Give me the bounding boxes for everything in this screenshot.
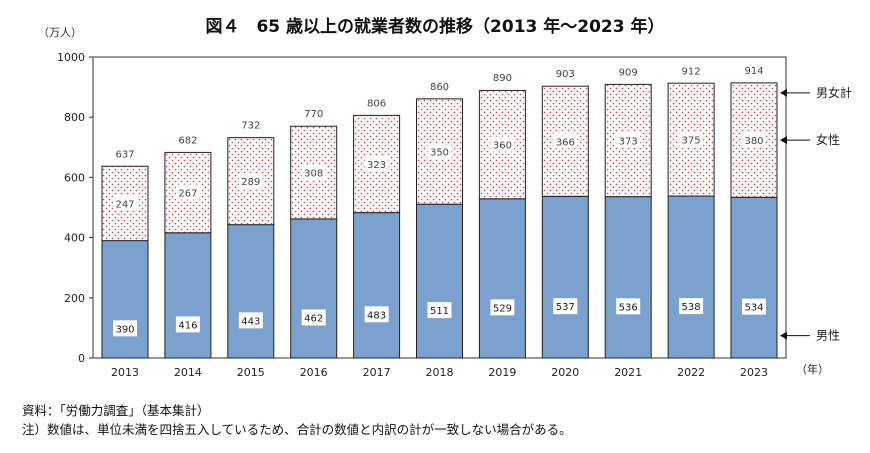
footnote: 注）数値は、単位未満を四捨五入しているため、合計の数値と内訳の計が一致しない場合…	[22, 422, 572, 437]
data-label-total: 903	[556, 69, 575, 80]
data-label-male: 534	[744, 303, 763, 314]
y-axis-unit: （万人）	[38, 26, 82, 39]
bar-male	[667, 195, 715, 359]
x-tick-label: 2020	[551, 366, 579, 379]
label-bg	[238, 173, 263, 189]
data-label-total: 914	[744, 66, 763, 77]
label-bg	[175, 184, 200, 200]
data-label-total: 806	[367, 98, 386, 109]
data-label-male: 462	[304, 313, 323, 324]
label-bg	[742, 132, 766, 148]
data-label-female: 373	[619, 137, 638, 148]
y-tick-label: 800	[64, 111, 85, 124]
label-bg	[616, 298, 641, 315]
data-label-female: 380	[744, 136, 763, 147]
data-label-male: 390	[115, 324, 134, 335]
data-label-male: 511	[430, 306, 449, 317]
x-tick-label: 2021	[614, 366, 642, 379]
x-tick-label: 2016	[300, 366, 328, 379]
x-tick-label: 2015	[237, 366, 265, 379]
label-bg	[427, 302, 452, 319]
bar-male	[164, 232, 212, 359]
data-label-female: 375	[682, 136, 701, 147]
label-bg	[616, 132, 641, 148]
bar-male	[227, 224, 275, 359]
label-bg	[113, 320, 137, 337]
y-tick-label: 1000	[57, 51, 85, 64]
x-tick-label: 2023	[740, 366, 768, 379]
legend-female-arrow-icon	[780, 136, 787, 145]
data-label-female: 267	[178, 189, 197, 200]
data-label-total: 770	[304, 109, 323, 120]
data-label-total: 912	[682, 66, 701, 77]
data-label-female: 247	[115, 199, 134, 210]
data-label-male: 483	[367, 310, 386, 321]
y-tick-label: 200	[64, 292, 85, 305]
label-bg	[490, 136, 515, 152]
y-tick-label: 0	[78, 352, 85, 365]
bar-male	[541, 195, 589, 359]
data-label-female: 323	[367, 160, 386, 171]
data-label-total: 637	[115, 149, 134, 160]
data-label-female: 289	[241, 177, 260, 188]
label-bg	[364, 156, 389, 172]
x-tick-label: 2019	[488, 366, 516, 379]
y-tick-label: 600	[64, 171, 85, 184]
chart-title: 図４ 65 歳以上の就業者数の推移（2013 年～2023 年）	[205, 17, 665, 37]
data-label-male: 538	[682, 302, 701, 313]
bar-male	[101, 240, 149, 359]
label-bg	[679, 298, 704, 315]
label-bg	[301, 309, 326, 326]
data-label-total: 682	[178, 136, 197, 147]
bar-male	[353, 212, 401, 359]
label-bg	[238, 312, 263, 329]
label-bg	[113, 195, 137, 211]
legend-male: 男性	[816, 329, 840, 343]
label-bg	[679, 131, 704, 147]
bar-male	[478, 198, 526, 359]
y-tick-label: 400	[64, 232, 85, 245]
label-bg	[364, 306, 389, 323]
bar-male	[604, 196, 652, 359]
source-note: 資料：「労働力調査」（基本集計）	[22, 403, 210, 418]
label-bg	[427, 143, 452, 159]
bar-male	[290, 218, 338, 359]
label-bg	[553, 133, 578, 149]
data-label-female: 308	[304, 169, 323, 180]
legend-female: 女性	[816, 132, 840, 147]
label-bg	[553, 298, 578, 315]
x-tick-label: 2017	[363, 366, 391, 379]
legend-male-arrow-icon	[780, 331, 787, 340]
x-tick-label: 2014	[174, 366, 202, 379]
data-label-total: 890	[493, 73, 512, 84]
data-label-female: 366	[556, 137, 575, 148]
bar-male	[416, 203, 463, 359]
data-label-male: 536	[619, 302, 638, 313]
legend-total: 男女計	[816, 85, 852, 100]
data-label-male: 416	[178, 320, 197, 331]
data-label-total: 909	[619, 67, 638, 78]
x-tick-label: 2022	[677, 366, 705, 379]
data-label-total: 860	[430, 82, 449, 93]
x-tick-label: 2018	[426, 366, 454, 379]
label-bg	[742, 298, 766, 315]
label-bg	[175, 316, 200, 333]
x-tick-label: 2013	[111, 366, 139, 379]
data-label-male: 537	[556, 302, 575, 313]
label-bg	[301, 164, 326, 180]
data-label-male: 443	[241, 316, 260, 327]
data-label-female: 360	[493, 141, 512, 152]
data-label-male: 529	[493, 303, 512, 314]
bar-female	[541, 85, 589, 197]
data-label-total: 732	[241, 121, 260, 132]
label-bg	[490, 299, 515, 316]
legend-total-arrow-icon	[780, 88, 787, 97]
data-label-female: 350	[430, 148, 449, 159]
x-axis-unit: （年）	[796, 362, 829, 376]
bar-male	[730, 196, 778, 359]
